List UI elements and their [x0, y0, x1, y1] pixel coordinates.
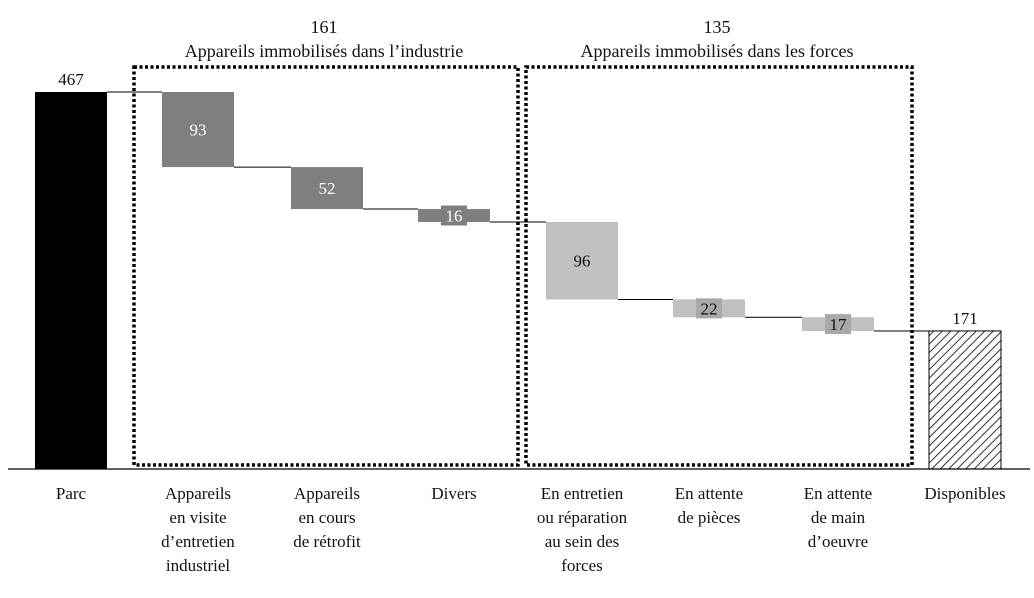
group-box-1	[132, 65, 520, 467]
bar	[928, 330, 1002, 470]
category-label: En attente de main d’oeuvre	[804, 484, 872, 551]
bar	[35, 92, 107, 469]
category-label-line: Divers	[431, 484, 476, 503]
category-label-line: En attente	[675, 484, 743, 503]
bars	[35, 92, 1002, 470]
value-label: 467	[58, 70, 84, 89]
category-label: Appareils en cours de rétrofit	[293, 484, 361, 551]
category-label-line: de rétrofit	[293, 532, 361, 551]
group-boxes: 161 Appareils immobilisés dans l’industri…	[132, 17, 914, 467]
value-label: 96	[574, 252, 591, 271]
category-label-line: de pièces	[678, 508, 741, 527]
bar	[546, 221, 618, 300]
category-label-line: en cours	[298, 508, 355, 527]
category-label-line: Parc	[56, 484, 87, 503]
category-label: En entretien ou réparation au sein des forc…	[537, 484, 628, 575]
category-label: En attente de pièces	[675, 484, 743, 527]
value-label: 17	[830, 315, 848, 334]
category-label-line: au sein des	[545, 532, 620, 551]
bar	[291, 167, 363, 210]
group-box-2	[524, 65, 914, 467]
value-label: 93	[190, 121, 207, 140]
category-label: Appareils en visite d’entretien industriel	[161, 484, 235, 575]
category-label: Divers	[431, 484, 476, 503]
connectors	[107, 91, 929, 332]
category-labels: Parc Appareils en visite d’entretien industr…	[56, 484, 1006, 575]
group-title-label: Appareils immobilisés dans les forces	[581, 41, 854, 61]
value-label: 171	[952, 309, 978, 328]
category-label: Parc	[56, 484, 87, 503]
category-label-line: forces	[561, 556, 603, 575]
value-label-bg	[825, 314, 851, 335]
group-total-label: 161	[311, 17, 338, 37]
category-label-line: ou réparation	[537, 508, 628, 527]
bar	[162, 92, 234, 168]
category-label-line: En entretien	[541, 484, 624, 503]
group-total-label: 135	[704, 17, 731, 37]
category-label-line: Appareils	[294, 484, 360, 503]
category-label: Disponibles	[924, 484, 1005, 503]
category-label-line: de main	[811, 508, 866, 527]
category-label-line: en visite	[169, 508, 226, 527]
value-label: 16	[446, 207, 463, 226]
category-label-line: Appareils	[165, 484, 231, 503]
value-label-bg	[441, 205, 467, 226]
value-label: 22	[701, 299, 718, 318]
group-title-label: Appareils immobilisés dans l’industrie	[185, 41, 463, 61]
category-label-line: industriel	[166, 556, 230, 575]
category-label-line: En attente	[804, 484, 872, 503]
value-labels: 467 93 52 16 96 22 17 171	[58, 70, 978, 335]
value-label-bg	[696, 298, 722, 319]
category-label-line: d’oeuvre	[808, 532, 868, 551]
category-label-line: Disponibles	[924, 484, 1005, 503]
category-label-line: d’entretien	[161, 532, 235, 551]
value-label: 52	[319, 179, 336, 198]
